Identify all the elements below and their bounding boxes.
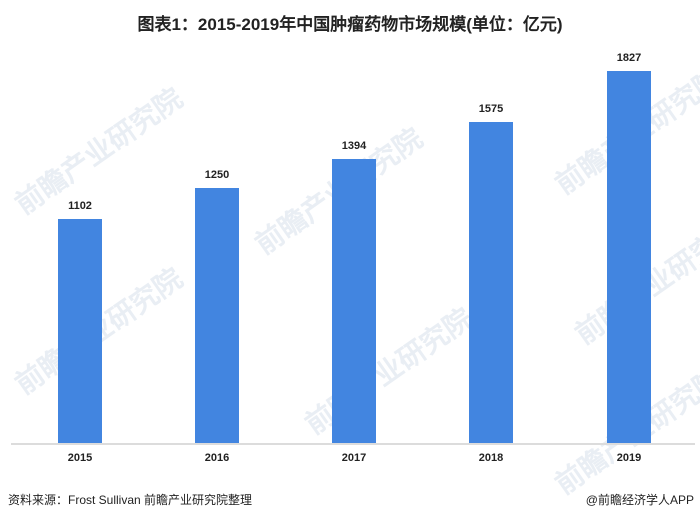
credit-note: @前瞻经济学人APP <box>585 493 694 507</box>
data-label-2016: 1250 <box>204 169 230 182</box>
x-tick-2017: 2017 <box>341 452 367 464</box>
chart-title: 图表1：2015-2019年中国肿瘤药物市场规模(单位：亿元) <box>137 15 563 34</box>
bar-2018 <box>469 122 513 443</box>
data-label-2018: 1575 <box>478 103 504 116</box>
x-tick-2015: 2015 <box>67 452 93 464</box>
data-label-2017: 1394 <box>341 140 367 153</box>
x-tick-2018: 2018 <box>478 452 504 464</box>
bar-2017 <box>332 159 376 443</box>
x-axis-line <box>11 443 695 445</box>
bar-2019 <box>607 71 651 443</box>
x-tick-2019: 2019 <box>616 452 642 464</box>
bar-2016 <box>195 188 239 443</box>
data-label-2015: 1102 <box>68 199 92 212</box>
watermark: 前瞻产业研究院 <box>299 302 479 441</box>
x-tick-2016: 2016 <box>204 452 230 464</box>
bar-2015 <box>58 218 102 443</box>
source-note: 资料来源：Frost Sullivan 前瞻产业研究院整理 <box>8 493 253 507</box>
data-label-2019: 1827 <box>616 52 642 64</box>
